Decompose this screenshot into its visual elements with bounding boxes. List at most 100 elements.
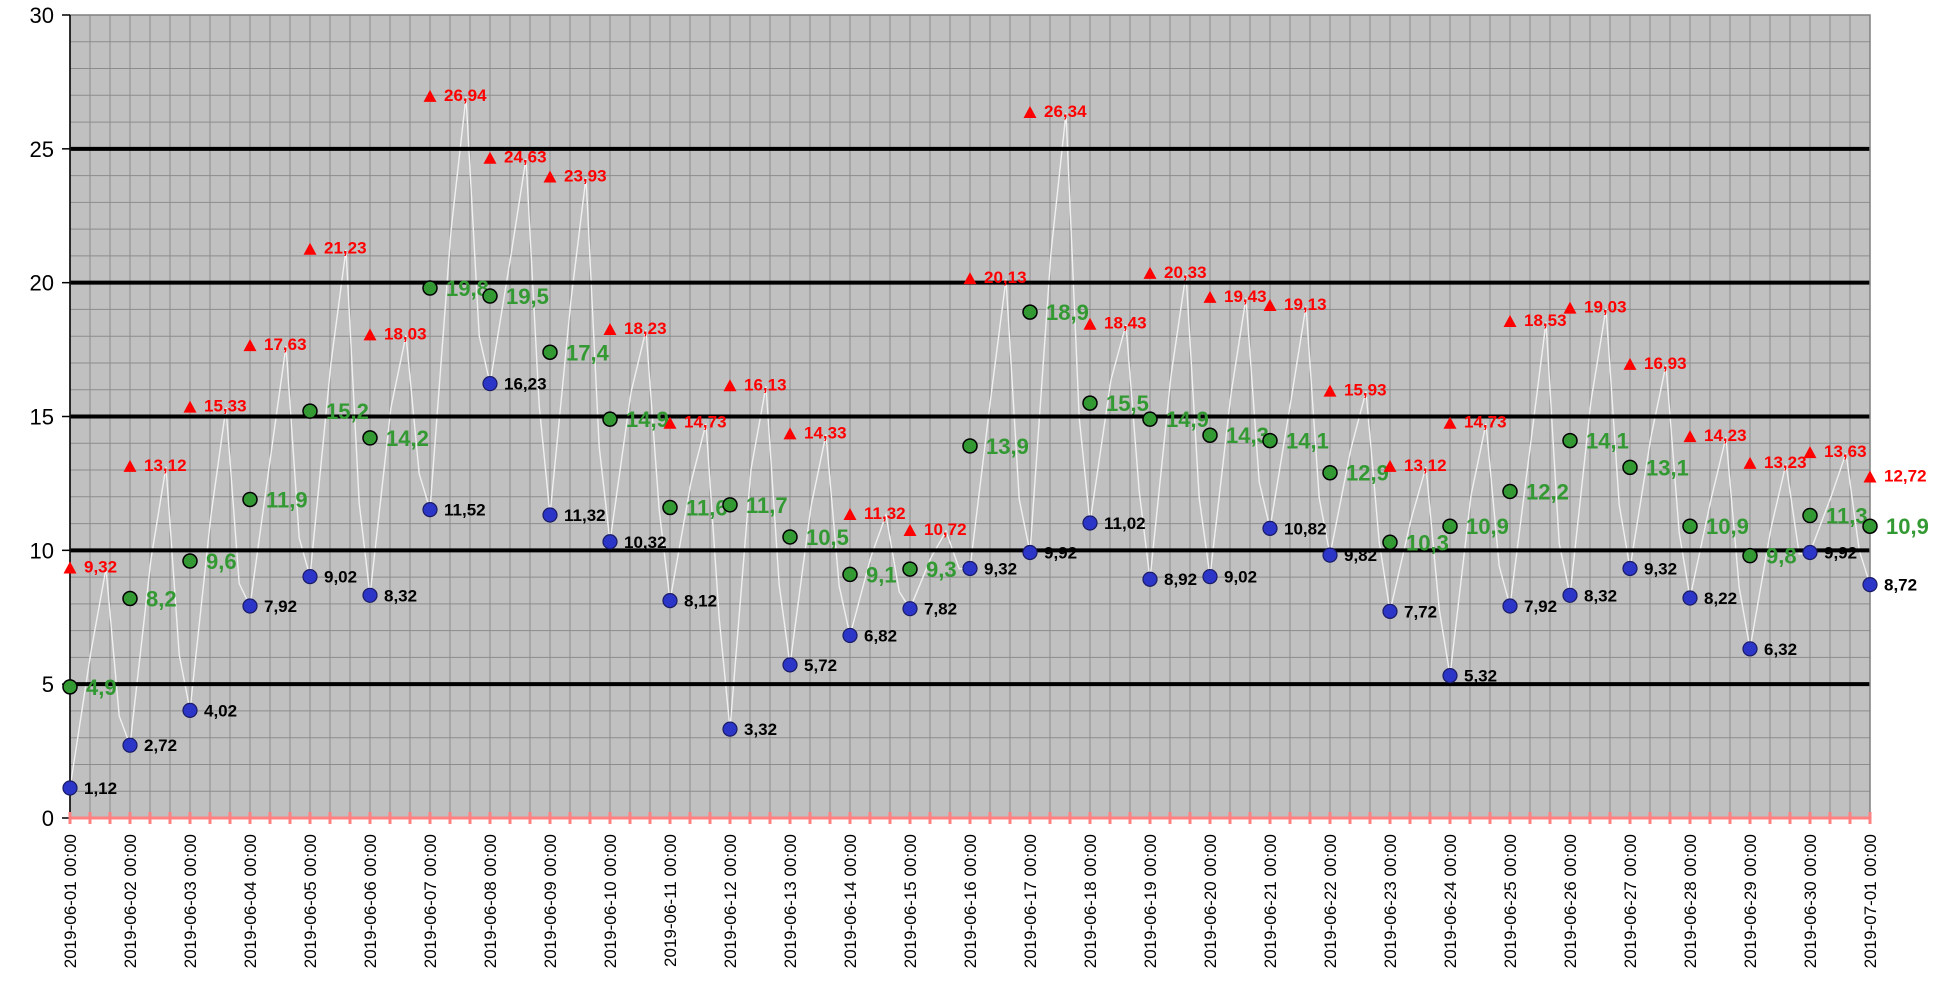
y-tick-label: 5 <box>42 672 54 697</box>
min-point <box>1142 571 1158 587</box>
avg-point <box>1022 304 1038 320</box>
y-tick-label: 20 <box>30 271 54 296</box>
min-data-label: 16,23 <box>504 375 547 394</box>
max-data-label: 24,63 <box>504 148 547 167</box>
y-tick-label: 30 <box>30 3 54 28</box>
avg-data-label: 9,3 <box>926 557 957 582</box>
avg-data-label: 4,9 <box>86 675 117 700</box>
x-tick-label: 2019-06-23 00:00 <box>1381 834 1400 968</box>
avg-point <box>1802 507 1818 524</box>
max-data-label: 18,53 <box>1524 311 1567 330</box>
max-point <box>1323 384 1337 397</box>
x-tick-label: 2019-06-11 00:00 <box>661 834 680 967</box>
avg-data-label: 9,8 <box>1766 544 1797 569</box>
avg-data-label: 10,3 <box>1406 530 1449 555</box>
min-point <box>1202 568 1218 585</box>
x-tick-label: 2019-06-15 00:00 <box>901 834 920 968</box>
avg-data-label: 11,7 <box>746 493 788 518</box>
major-gridlines <box>70 146 1870 687</box>
x-tick-label: 2019-06-18 00:00 <box>1081 834 1100 968</box>
avg-point <box>1442 518 1458 534</box>
series-avg: 4,9 8,2 9,6 11,9 15,2 14,2 19,8 19,5 17,4 14,9 11,… <box>62 276 1929 700</box>
min-point <box>182 702 198 718</box>
avg-data-label: 11,6 <box>686 496 728 521</box>
max-data-label: 12,72 <box>1884 467 1927 486</box>
max-point <box>1443 416 1457 429</box>
avg-point <box>1622 459 1638 476</box>
min-point <box>662 593 678 609</box>
max-point <box>363 328 377 341</box>
avg-point <box>1562 432 1578 449</box>
avg-point <box>542 344 558 361</box>
y-tick-label: 25 <box>30 137 54 162</box>
avg-point <box>662 499 678 516</box>
max-point <box>963 272 977 285</box>
max-point <box>1683 430 1697 443</box>
max-point <box>603 323 617 336</box>
avg-point <box>842 566 858 583</box>
max-data-label: 9,32 <box>84 558 117 577</box>
min-point <box>842 627 858 644</box>
min-data-label: 8,92 <box>1164 570 1197 589</box>
min-point <box>62 780 78 796</box>
x-tick-label: 2019-06-25 00:00 <box>1501 834 1520 968</box>
avg-data-label: 13,9 <box>986 434 1029 459</box>
avg-data-label: 14,9 <box>626 407 669 432</box>
max-point <box>903 524 917 537</box>
avg-point <box>362 430 378 446</box>
avg-data-label: 11,3 <box>1826 504 1868 529</box>
series-layer: 1,122,724,027,929,028,3211,5216,2311,321… <box>62 86 1929 798</box>
min-point <box>1082 515 1098 531</box>
min-point <box>422 502 438 518</box>
max-data-label: 15,93 <box>1344 381 1387 400</box>
x-tick-label: 2019-06-12 00:00 <box>721 834 740 968</box>
min-point <box>782 657 798 673</box>
max-data-label: 19,13 <box>1284 295 1327 314</box>
max-point <box>123 459 137 472</box>
max-data-label: 14,73 <box>1464 413 1507 432</box>
min-data-label: 11,02 <box>1104 514 1146 533</box>
min-data-label: 7,92 <box>264 597 297 616</box>
max-point <box>1263 298 1277 311</box>
min-data-label: 5,72 <box>804 656 837 675</box>
avg-data-label: 14,1 <box>1286 429 1329 454</box>
x-tick-label: 2019-06-14 00:00 <box>841 834 860 968</box>
min-point <box>1802 544 1818 561</box>
avg-data-label: 12,9 <box>1346 461 1389 486</box>
max-data-label: 26,34 <box>1044 102 1087 121</box>
max-data-label: 13,12 <box>1404 456 1447 475</box>
avg-data-label: 9,1 <box>866 562 897 587</box>
max-data-label: 19,43 <box>1224 287 1267 306</box>
max-data-label: 13,12 <box>144 456 187 475</box>
avg-data-label: 15,5 <box>1106 391 1149 416</box>
max-data-label: 23,93 <box>564 166 607 185</box>
y-axis: 0 5 10 15 20 25 30 <box>30 3 71 831</box>
avg-point <box>422 280 438 296</box>
x-tick-label: 2019-06-08 00:00 <box>481 834 500 968</box>
max-point <box>1203 290 1217 303</box>
x-tick-label: 2019-07-01 00:00 <box>1861 834 1880 968</box>
avg-data-label: 10,9 <box>1706 514 1749 539</box>
avg-point <box>1322 464 1338 481</box>
x-tick-label: 2019-06-02 00:00 <box>121 834 140 968</box>
max-point <box>1023 105 1037 118</box>
y-tick-label: 10 <box>30 538 54 563</box>
max-data-label: 26,94 <box>444 86 487 105</box>
min-data-label: 7,72 <box>1404 602 1437 621</box>
max-point <box>1083 317 1097 330</box>
min-point <box>542 507 558 523</box>
min-point <box>1022 544 1038 561</box>
avg-data-label: 19,5 <box>506 284 549 309</box>
max-point <box>423 89 437 102</box>
min-point <box>1322 547 1338 563</box>
avg-point <box>1202 427 1218 443</box>
min-data-label: 10,32 <box>624 533 667 552</box>
avg-point <box>1682 518 1698 534</box>
avg-data-label: 11,9 <box>266 487 308 512</box>
max-data-label: 18,23 <box>624 319 667 338</box>
avg-data-label: 13,1 <box>1646 455 1689 480</box>
max-data-label: 13,23 <box>1764 453 1807 472</box>
min-data-label: 8,32 <box>1584 586 1617 605</box>
max-point <box>183 400 197 413</box>
min-point <box>1742 641 1758 657</box>
